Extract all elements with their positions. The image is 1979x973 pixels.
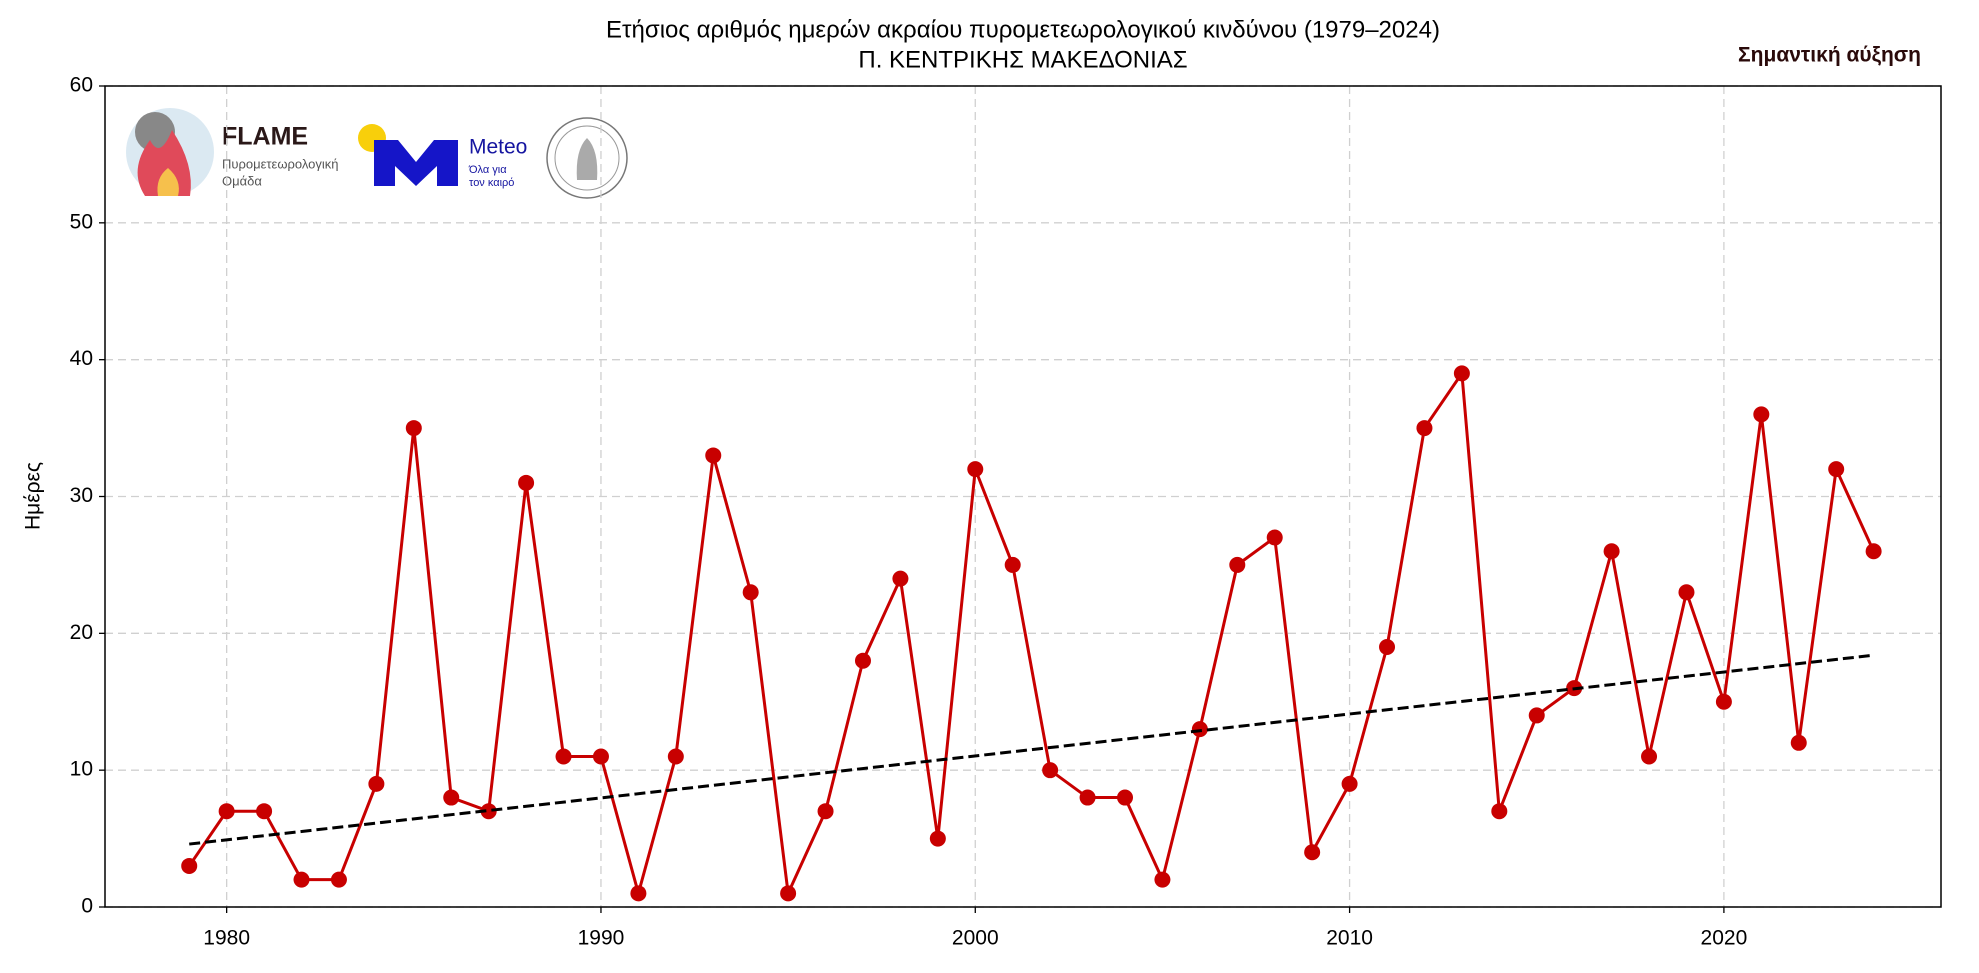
data-point [892, 570, 909, 587]
y-axis-label: Ημέρες [22, 462, 45, 530]
data-point [443, 789, 460, 806]
logo-text: Meteo [469, 136, 527, 159]
data-point [405, 420, 422, 437]
data-point [1229, 556, 1246, 573]
data-point [742, 584, 759, 601]
meteo-logo [374, 140, 458, 186]
logo-text: Όλα για [468, 164, 507, 176]
data-point [256, 803, 273, 820]
data-point [480, 803, 497, 820]
data-point [630, 885, 647, 902]
data-point [1042, 762, 1059, 779]
data-point [1753, 406, 1770, 423]
data-point [1790, 734, 1807, 751]
data-point [555, 748, 572, 765]
data-point [1528, 707, 1545, 724]
x-tick-label: 1980 [203, 927, 250, 950]
y-tick-label: 40 [70, 347, 93, 370]
data-point [1603, 543, 1620, 560]
y-tick-label: 0 [81, 895, 93, 918]
data-point [1491, 803, 1508, 820]
data-point [705, 447, 722, 464]
data-point [368, 775, 385, 792]
data-point [780, 885, 797, 902]
y-tick-label: 30 [70, 484, 93, 507]
flame-icon [137, 130, 191, 196]
y-tick-label: 50 [70, 210, 93, 233]
y-tick-label: 60 [70, 74, 93, 97]
flame-cloud [135, 112, 175, 152]
data-point [1641, 748, 1658, 765]
data-point [293, 871, 310, 888]
data-point [1715, 693, 1732, 710]
data-point [667, 748, 684, 765]
data-point [1304, 844, 1321, 861]
data-point [1379, 639, 1396, 656]
plot-frame [104, 85, 1942, 908]
x-tick-label: 1990 [578, 927, 625, 950]
data-point [1341, 775, 1358, 792]
data-point [1079, 789, 1096, 806]
data-point [1154, 871, 1171, 888]
y-tick-label: 20 [70, 621, 93, 644]
logo-text: FLAME [222, 123, 308, 151]
data-point [929, 830, 946, 847]
data-point [1117, 789, 1133, 806]
chart-title: Ετήσιος αριθμός ημερών ακραίου πυρομετεω… [606, 16, 1440, 43]
data-point [1416, 420, 1433, 437]
data-point [1453, 365, 1470, 382]
x-tick-label: 2020 [1701, 927, 1748, 950]
data-point [592, 748, 609, 765]
data-point [817, 803, 834, 820]
flame-core [157, 168, 179, 196]
seal-ring [554, 125, 620, 191]
logos: FLAME Πυρομετεωρολογική Ομάδα Meteo Όλα … [126, 108, 628, 199]
data-point [854, 652, 871, 669]
trend-line [189, 653, 1874, 846]
annotation: Σημαντική αύξηση [1738, 44, 1921, 67]
chart-subtitle: Π. ΚΕΝΤΡΙΚΗΣ ΜΑΚΕΔΟΝΙΑΣ [858, 46, 1187, 73]
y-tick-label: 10 [70, 758, 93, 781]
data-point [181, 857, 198, 874]
data-point [218, 803, 235, 820]
x-tick-label: 2010 [1326, 927, 1373, 950]
data-point [1828, 461, 1845, 478]
logo-text: Ομάδα [222, 173, 262, 188]
logo-text: Πυρομετεωρολογική [222, 156, 339, 171]
data-point [967, 461, 984, 478]
x-tick-label: 2000 [952, 927, 999, 950]
data-point [1678, 584, 1695, 601]
seal-figure [576, 138, 598, 180]
data-point [330, 871, 347, 888]
data-point [1865, 543, 1882, 560]
data-point [518, 474, 535, 491]
data-point [1266, 529, 1283, 546]
data-point [1191, 721, 1208, 738]
logo-text: τον καιρό [469, 177, 514, 189]
data-line [187, 369, 1875, 900]
data-point [1004, 556, 1021, 573]
